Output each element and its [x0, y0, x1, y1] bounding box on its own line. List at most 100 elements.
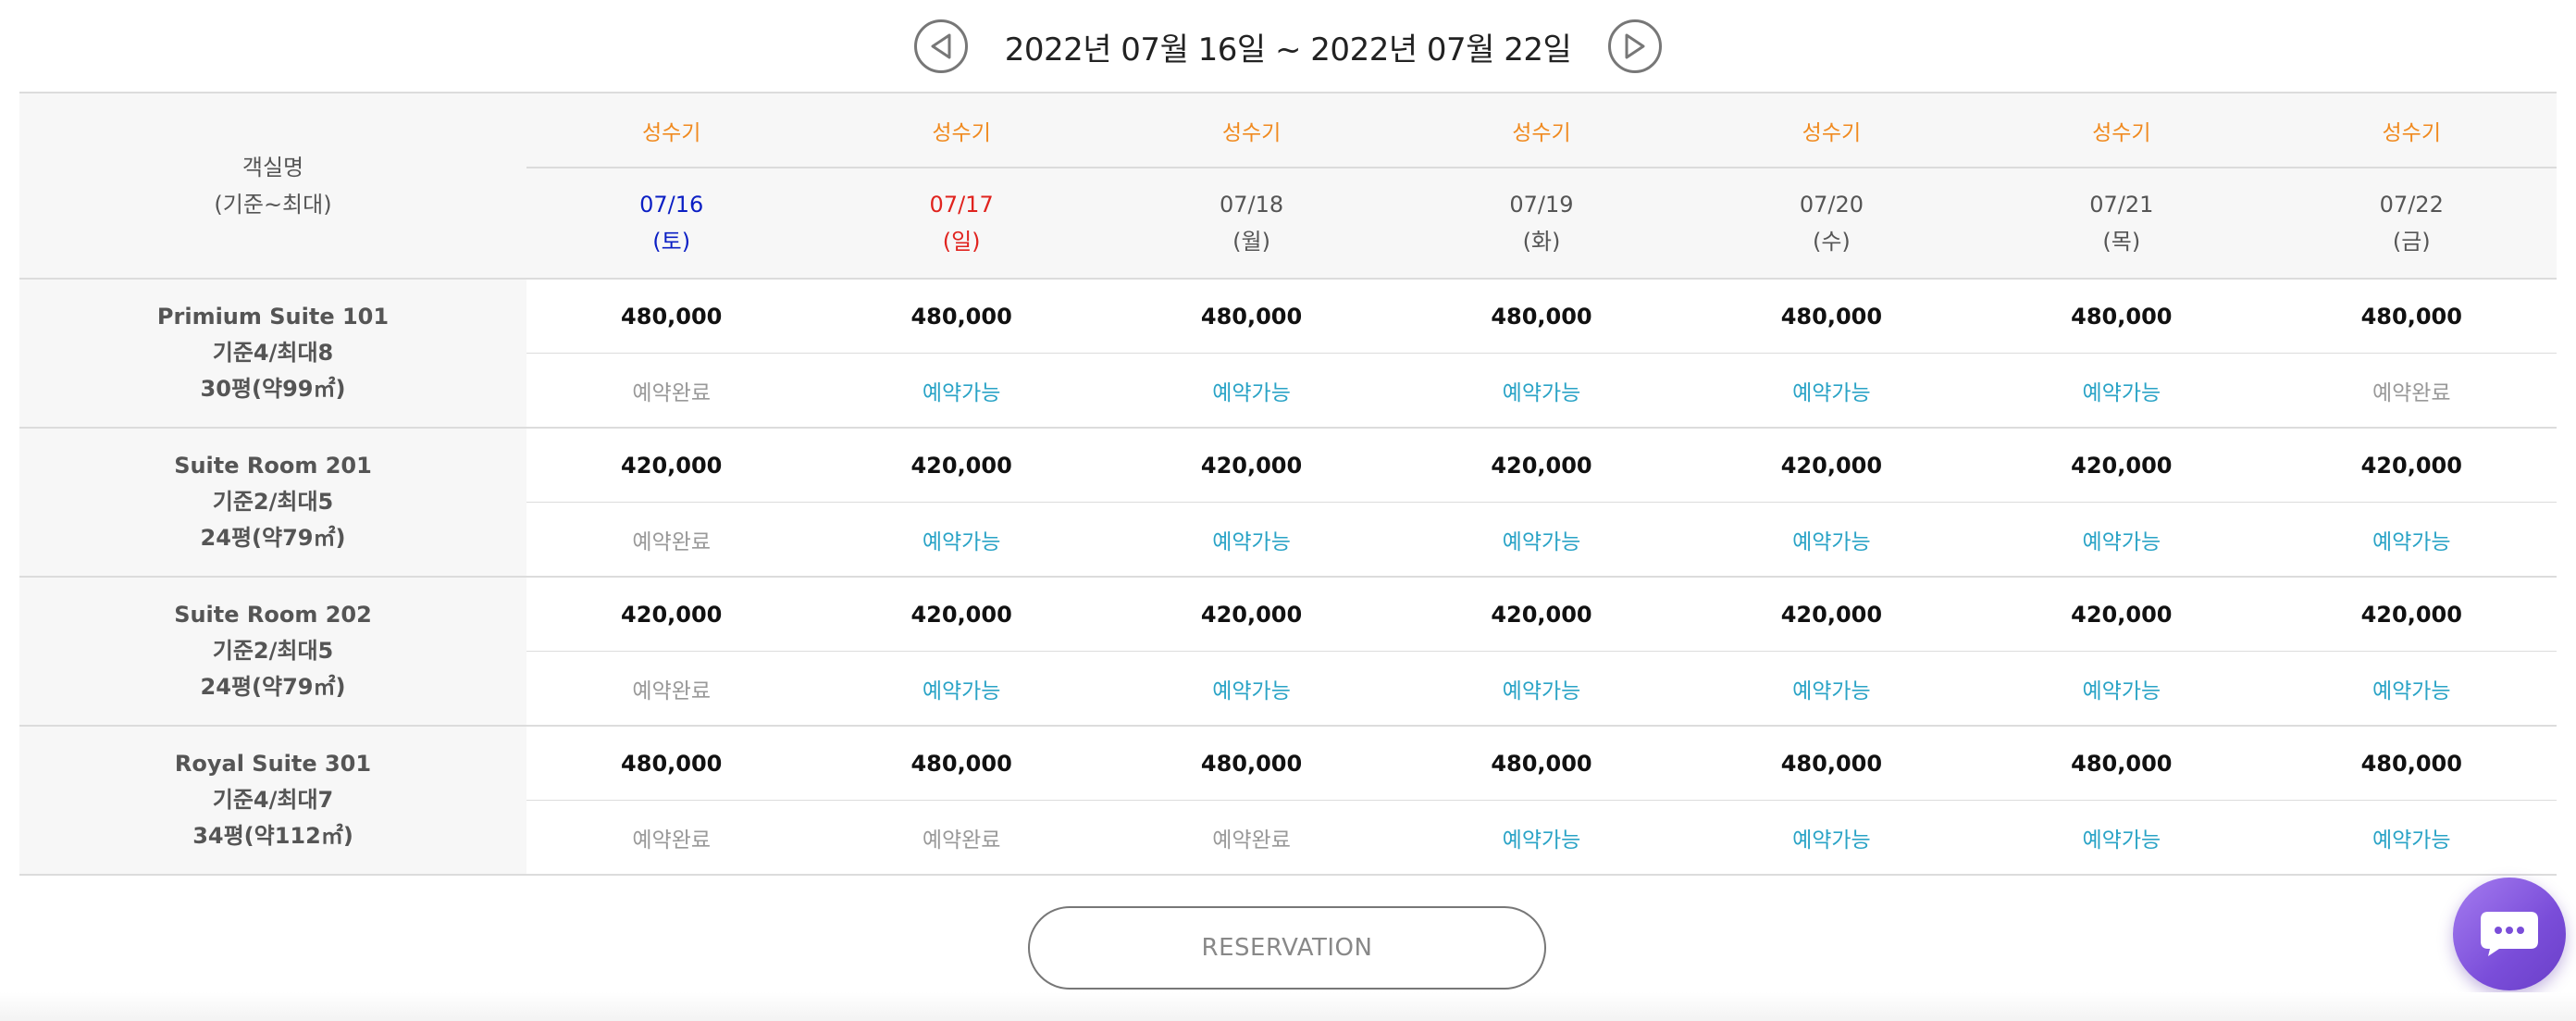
room-capacity: 기준2/최대5 [212, 638, 334, 664]
weekday-label: (금) [2392, 229, 2431, 255]
date-label: 07/17 [929, 192, 994, 218]
booked-status: 예약완료 [2266, 353, 2557, 429]
price-row: Royal Suite 301 기준4/최대7 34평(약112㎡) 480,000 4… [19, 726, 2557, 876]
room-availability-table: 객실명 (기준~최대) 성수기 성수기 성수기 성수기 성수기 성수기 성수기 07/16 (… [19, 92, 2557, 876]
prev-triangle-icon [931, 33, 951, 59]
status-row: 예약완료 예약가능 예약가능 예약가능 예약가능 예약가능 예약완료 [19, 353, 2557, 429]
room-price: 420,000 [1106, 577, 1397, 652]
next-triangle-icon [1625, 33, 1645, 59]
book-available-link[interactable]: 예약가능 [2266, 502, 2557, 578]
book-available-link[interactable]: 예약가능 [1396, 651, 1687, 727]
book-available-link[interactable]: 예약가능 [816, 651, 1107, 727]
room-price: 480,000 [2266, 726, 2557, 801]
room-price: 420,000 [2266, 577, 2557, 652]
book-available-link[interactable]: 예약가능 [1396, 502, 1687, 578]
booked-status: 예약완료 [816, 800, 1107, 876]
room-info: Primium Suite 101 기준4/최대8 30평(약99㎡) [19, 279, 526, 429]
room-price: 420,000 [526, 577, 817, 652]
book-available-link[interactable]: 예약가능 [1686, 502, 1977, 578]
book-available-link[interactable]: 예약가능 [816, 353, 1107, 429]
price-row: Suite Room 202 기준2/최대5 24평(약79㎡) 420,000 420… [19, 577, 2557, 727]
page-bottom-shade [0, 992, 2576, 1021]
room-price: 480,000 [816, 279, 1107, 354]
date-header: 07/17 (일) [816, 168, 1107, 280]
book-available-link[interactable]: 예약가능 [1976, 502, 2267, 578]
season-label: 성수기 [526, 92, 817, 168]
book-available-link[interactable]: 예약가능 [1396, 800, 1687, 876]
weekday-label: (월) [1232, 229, 1270, 255]
room-price: 480,000 [1106, 726, 1397, 801]
season-row: 객실명 (기준~최대) 성수기 성수기 성수기 성수기 성수기 성수기 성수기 [19, 92, 2557, 280]
room-header-label: 객실명 [242, 154, 304, 181]
weekday-label: (토) [652, 229, 691, 255]
room-price: 420,000 [1106, 428, 1397, 503]
room-price: 420,000 [526, 428, 817, 503]
room-price: 420,000 [816, 577, 1107, 652]
prev-week-button[interactable] [913, 19, 968, 73]
next-week-button[interactable] [1608, 19, 1663, 73]
date-header: 07/18 (월) [1106, 168, 1397, 280]
weekday-label: (일) [942, 229, 981, 255]
book-available-link[interactable]: 예약가능 [1396, 353, 1687, 429]
room-info: Royal Suite 301 기준4/최대7 34평(약112㎡) [19, 726, 526, 876]
room-price: 480,000 [816, 726, 1107, 801]
book-available-link[interactable]: 예약가능 [1106, 353, 1397, 429]
chat-bubble-icon [2481, 912, 2538, 956]
reservation-button[interactable]: RESERVATION [1028, 906, 1546, 990]
room-name: Suite Room 201 [174, 453, 372, 479]
room-price: 480,000 [1396, 726, 1687, 801]
weekday-label: (목) [2102, 229, 2141, 255]
date-label: 07/21 [2089, 192, 2154, 218]
room-price: 480,000 [1976, 726, 2267, 801]
room-price: 480,000 [1976, 279, 2267, 354]
room-info: Suite Room 201 기준2/최대5 24평(약79㎡) [19, 428, 526, 578]
room-price: 480,000 [2266, 279, 2557, 354]
room-capacity: 기준4/최대8 [212, 340, 334, 366]
booked-status: 예약완료 [526, 651, 817, 727]
book-available-link[interactable]: 예약가능 [1686, 651, 1977, 727]
book-available-link[interactable]: 예약가능 [816, 502, 1107, 578]
chat-button[interactable] [2453, 878, 2566, 990]
book-available-link[interactable]: 예약가능 [1976, 651, 2267, 727]
room-price: 480,000 [526, 279, 817, 354]
booked-status: 예약완료 [526, 800, 817, 876]
book-available-link[interactable]: 예약가능 [1686, 800, 1977, 876]
book-available-link[interactable]: 예약가능 [1976, 800, 2267, 876]
price-row: Suite Room 201 기준2/최대5 24평(약79㎡) 420,000 420… [19, 428, 2557, 578]
date-range: 2022년 07월 16일 ~ 2022년 07월 22일 [1004, 31, 1572, 68]
room-price: 420,000 [1396, 428, 1687, 503]
date-header: 07/20 (수) [1686, 168, 1977, 280]
room-price: 420,000 [1976, 428, 2267, 503]
date-label: 07/16 [639, 192, 704, 218]
room-price: 420,000 [2266, 428, 2557, 503]
booked-status: 예약완료 [526, 353, 817, 429]
season-label: 성수기 [1976, 92, 2267, 168]
season-label: 성수기 [1686, 92, 1977, 168]
date-label: 07/20 [1799, 192, 1864, 218]
room-name: Suite Room 202 [174, 602, 372, 628]
room-price: 420,000 [1976, 577, 2267, 652]
book-available-link[interactable]: 예약가능 [1686, 353, 1977, 429]
weekday-label: (화) [1522, 229, 1561, 255]
season-label: 성수기 [2266, 92, 2557, 168]
weekday-label: (수) [1812, 229, 1851, 255]
season-label: 성수기 [816, 92, 1107, 168]
room-price: 420,000 [1396, 577, 1687, 652]
room-size: 24평(약79㎡) [200, 525, 346, 551]
date-header: 07/16 (토) [526, 168, 817, 280]
book-available-link[interactable]: 예약가능 [2266, 800, 2557, 876]
book-available-link[interactable]: 예약가능 [1106, 502, 1397, 578]
status-row: 예약완료 예약완료 예약완료 예약가능 예약가능 예약가능 예약가능 [19, 800, 2557, 876]
room-info: Suite Room 202 기준2/최대5 24평(약79㎡) [19, 577, 526, 727]
date-label: 07/22 [2379, 192, 2444, 218]
room-header-sublabel: (기준~최대) [214, 191, 332, 218]
book-available-link[interactable]: 예약가능 [1106, 651, 1397, 727]
date-label: 07/19 [1509, 192, 1574, 218]
book-available-link[interactable]: 예약가능 [2266, 651, 2557, 727]
date-row: 07/16 (토) 07/17 (일) 07/18 (월) 07/19 (화) 07/20 (수)… [19, 168, 2557, 280]
book-available-link[interactable]: 예약가능 [1976, 353, 2267, 429]
booked-status: 예약완료 [1106, 800, 1397, 876]
room-capacity: 기준4/최대7 [212, 787, 334, 813]
date-header: 07/22 (금) [2266, 168, 2557, 280]
booked-status: 예약완료 [526, 502, 817, 578]
